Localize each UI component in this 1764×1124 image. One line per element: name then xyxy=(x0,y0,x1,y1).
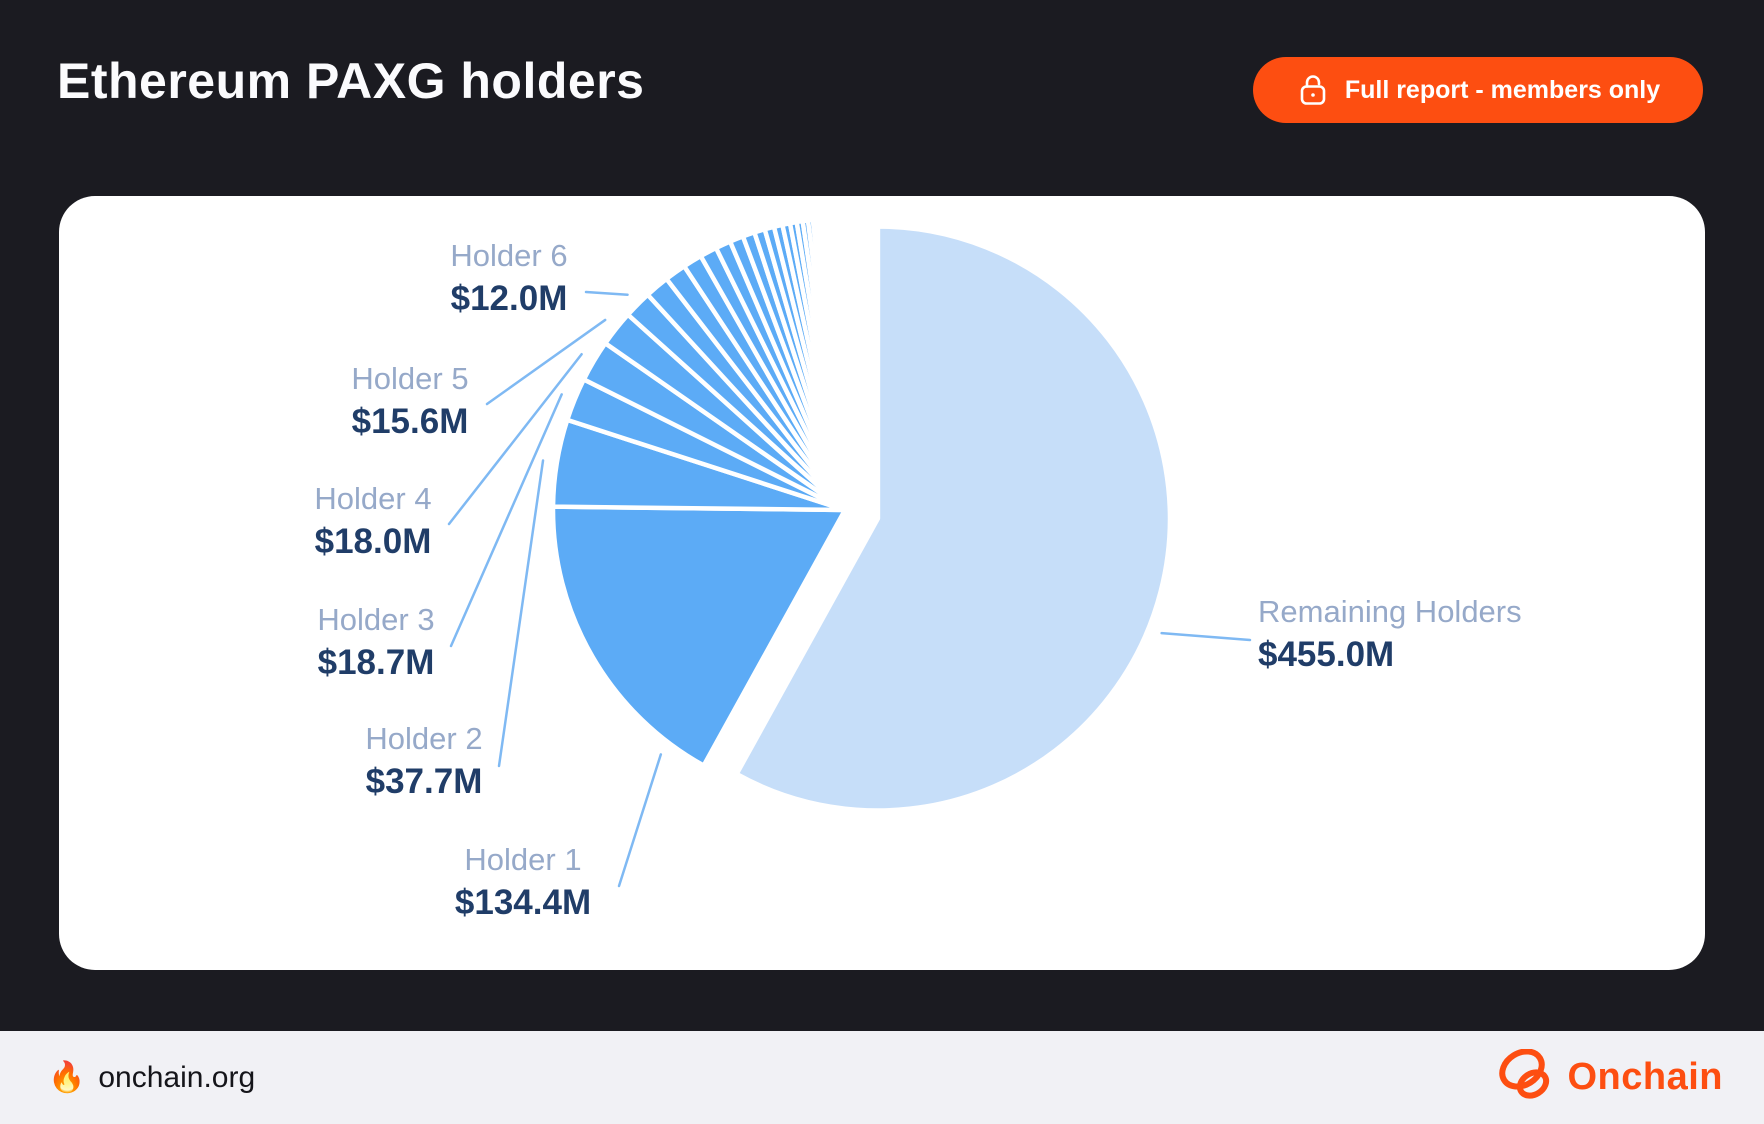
label-connector-line xyxy=(584,290,629,297)
full-report-button[interactable]: Full report - members only xyxy=(1253,57,1703,123)
pie-chart xyxy=(447,215,1252,888)
chart-card: Holder 6 $12.0M Holder 5 $15.6M Holder 4… xyxy=(59,196,1705,970)
pie-slice-small-holder-36 xyxy=(841,215,848,513)
pie-slice-remaining-holders xyxy=(734,224,1173,813)
onchain-logo: Onchain xyxy=(1497,1048,1723,1106)
onchain-logo-icon xyxy=(1497,1048,1555,1106)
footer-bar: 🔥 onchain.org Onchain xyxy=(0,1031,1764,1124)
onchain-logo-wordmark: Onchain xyxy=(1567,1056,1723,1098)
full-report-button-label: Full report - members only xyxy=(1344,75,1661,104)
label-connector-line xyxy=(497,459,545,768)
pie-slice-holder-1 xyxy=(550,504,848,768)
lock-icon xyxy=(1296,73,1330,107)
label-connector-line xyxy=(617,753,663,888)
label-connector-line xyxy=(447,352,583,526)
label-connector-line xyxy=(449,393,563,648)
page-title: Ethereum PAXG holders xyxy=(57,53,645,109)
label-connector-line xyxy=(485,318,607,406)
fire-icon: 🔥 xyxy=(48,1060,86,1094)
site-url-group: 🔥 onchain.org xyxy=(48,1061,255,1095)
site-url: onchain.org xyxy=(98,1060,256,1094)
label-connector-line xyxy=(1160,631,1252,642)
